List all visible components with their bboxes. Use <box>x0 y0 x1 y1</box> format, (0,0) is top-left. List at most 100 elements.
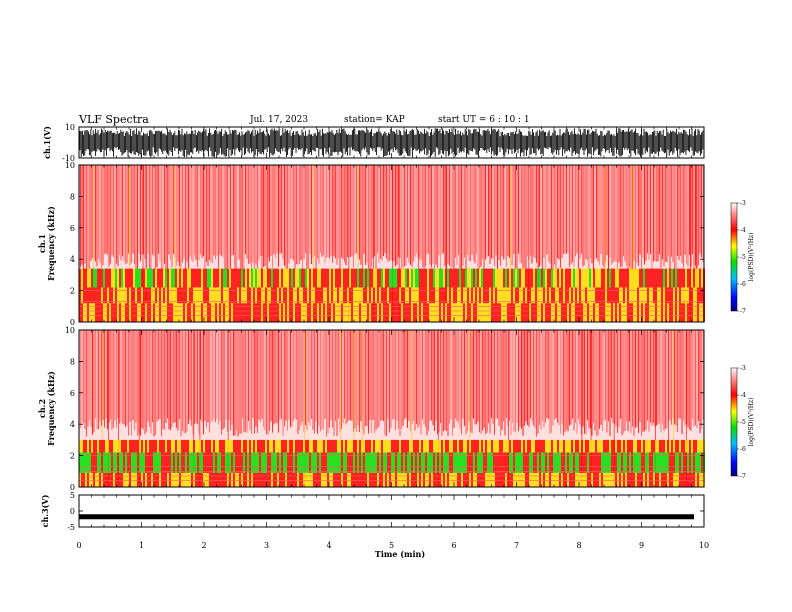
spectrogram-band-cell <box>141 303 143 322</box>
spectrogram-band-cell <box>187 268 189 288</box>
spectrogram-band-cell <box>411 452 413 473</box>
spectrogram-band-cell <box>467 472 469 487</box>
spectrogram-band-cell <box>589 268 591 288</box>
spectrogram-band-cell <box>233 268 235 288</box>
spectrogram-band-cell <box>389 472 391 487</box>
spectrogram-band-cell <box>109 439 111 453</box>
spectrogram-band-cell <box>343 439 345 453</box>
spectrogram-band-cell <box>245 303 247 322</box>
spectrogram-band-cell <box>597 268 599 288</box>
spectrogram-band-cell <box>675 287 677 304</box>
spectrogram-band-cell <box>461 439 463 453</box>
spectrogram-band-cell <box>91 472 93 487</box>
spectrogram-band-cell <box>657 439 659 453</box>
spectrogram-band-cell <box>323 472 325 487</box>
y-tick-label: 0 <box>70 318 75 327</box>
spectrogram-band-cell <box>299 287 301 304</box>
spectrogram-band-cell <box>469 303 471 322</box>
spectrogram-band-cell <box>311 439 313 453</box>
spectrogram-band-cell <box>621 439 623 453</box>
spectrogram-band-cell <box>697 287 699 304</box>
spectrogram-band-cell <box>259 268 261 288</box>
spectrogram-band-cell <box>587 268 589 288</box>
spectrogram-band-cell <box>451 287 453 304</box>
spectrogram-band-cell <box>79 439 81 453</box>
spectrogram-band-cell <box>263 268 265 288</box>
spectrogram-band-cell <box>159 472 161 487</box>
spectrogram-band-cell <box>599 268 601 288</box>
spectrogram-band-cell <box>305 452 307 473</box>
spectrogram-band-cell <box>357 472 359 487</box>
spectrogram-band-cell <box>339 439 341 453</box>
spectrogram-band-cell <box>391 439 393 453</box>
spectrogram-band-cell <box>261 287 263 304</box>
spectrogram-band-cell <box>361 452 363 473</box>
spectrogram-band-cell <box>261 268 263 288</box>
spectrogram-band-cell <box>431 452 433 473</box>
spectrogram-band-cell <box>115 303 117 322</box>
spectrogram-band-cell <box>595 472 597 487</box>
spectrogram-band-cell <box>431 287 433 304</box>
spectrogram-band-cell <box>401 452 403 473</box>
spectrogram-band-cell <box>441 268 443 288</box>
spectrogram-band-cell <box>383 452 385 473</box>
spectrogram-band-cell <box>399 268 401 288</box>
spectrogram-band-cell <box>453 472 455 487</box>
spectrogram-band-cell <box>561 472 563 487</box>
x-tick-label: 9 <box>639 541 644 550</box>
spectrogram-band-cell <box>101 303 103 322</box>
spectrogram-band-cell <box>251 287 253 304</box>
spectrogram-band-cell <box>403 439 405 453</box>
spectrogram-band-cell <box>669 287 671 304</box>
x-tick-label: 10 <box>699 541 709 550</box>
spectrogram-band-cell <box>139 287 141 304</box>
spectrogram-band-cell <box>347 452 349 473</box>
spectrogram-band-cell <box>359 268 361 288</box>
spectrogram-band-cell <box>675 268 677 288</box>
spectrogram-band-cell <box>487 439 489 453</box>
spectrogram-band-cell <box>219 287 221 304</box>
spectrogram-band-cell <box>397 303 399 322</box>
spectrogram-band-cell <box>367 452 369 473</box>
spectrogram-band-cell <box>387 452 389 473</box>
spectrogram-band-cell <box>423 472 425 487</box>
spectrogram-band-cell <box>251 439 253 453</box>
spectrogram-band-cell <box>293 303 295 322</box>
spectrogram-band-cell <box>145 303 147 322</box>
spectrogram-band-cell <box>457 472 459 487</box>
spectrogram-band-cell <box>487 303 489 322</box>
spectrogram-band-cell <box>385 303 387 322</box>
spectrogram-band-cell <box>593 439 595 453</box>
spectrogram-band-cell <box>117 452 119 473</box>
spectrogram-band-cell <box>215 472 217 487</box>
spectrogram-band-cell <box>341 472 343 487</box>
y-tick-label: 10 <box>65 123 75 132</box>
spectrogram-band-cell <box>643 268 645 288</box>
spectrogram-band-cell <box>639 452 641 473</box>
spectrogram-band-cell <box>121 303 123 322</box>
spectrogram-band-cell <box>379 268 381 288</box>
spectrogram-band-cell <box>463 287 465 304</box>
spectrogram-band-cell <box>449 439 451 453</box>
spectrogram-band-cell <box>263 439 265 453</box>
spectrogram-band-cell <box>423 287 425 304</box>
spectrogram-band-cell <box>113 452 115 473</box>
spectrogram-band-cell <box>171 303 173 322</box>
spectrogram-band-cell <box>235 303 237 322</box>
spectrogram-band-cell <box>635 439 637 453</box>
spectrogram-band-cell <box>563 472 565 487</box>
spectrogram-band-cell <box>243 303 245 322</box>
spectrogram-band-cell <box>127 439 129 453</box>
spectrogram-band-cell <box>669 268 671 288</box>
spectrogram-band-cell <box>443 472 445 487</box>
spectrogram-band-cell <box>229 268 231 288</box>
spectrogram-band-cell <box>187 287 189 304</box>
colorbar-tick-label: -6 <box>740 446 746 453</box>
spectrogram-band-cell <box>107 268 109 288</box>
spectrogram-band-cell <box>443 439 445 453</box>
spectrogram-band-cell <box>379 439 381 453</box>
spectrogram-band-cell <box>655 472 657 487</box>
spectrogram-band-cell <box>227 439 229 453</box>
y-tick-label: -10 <box>62 154 75 163</box>
spectrogram-band-cell <box>519 472 521 487</box>
